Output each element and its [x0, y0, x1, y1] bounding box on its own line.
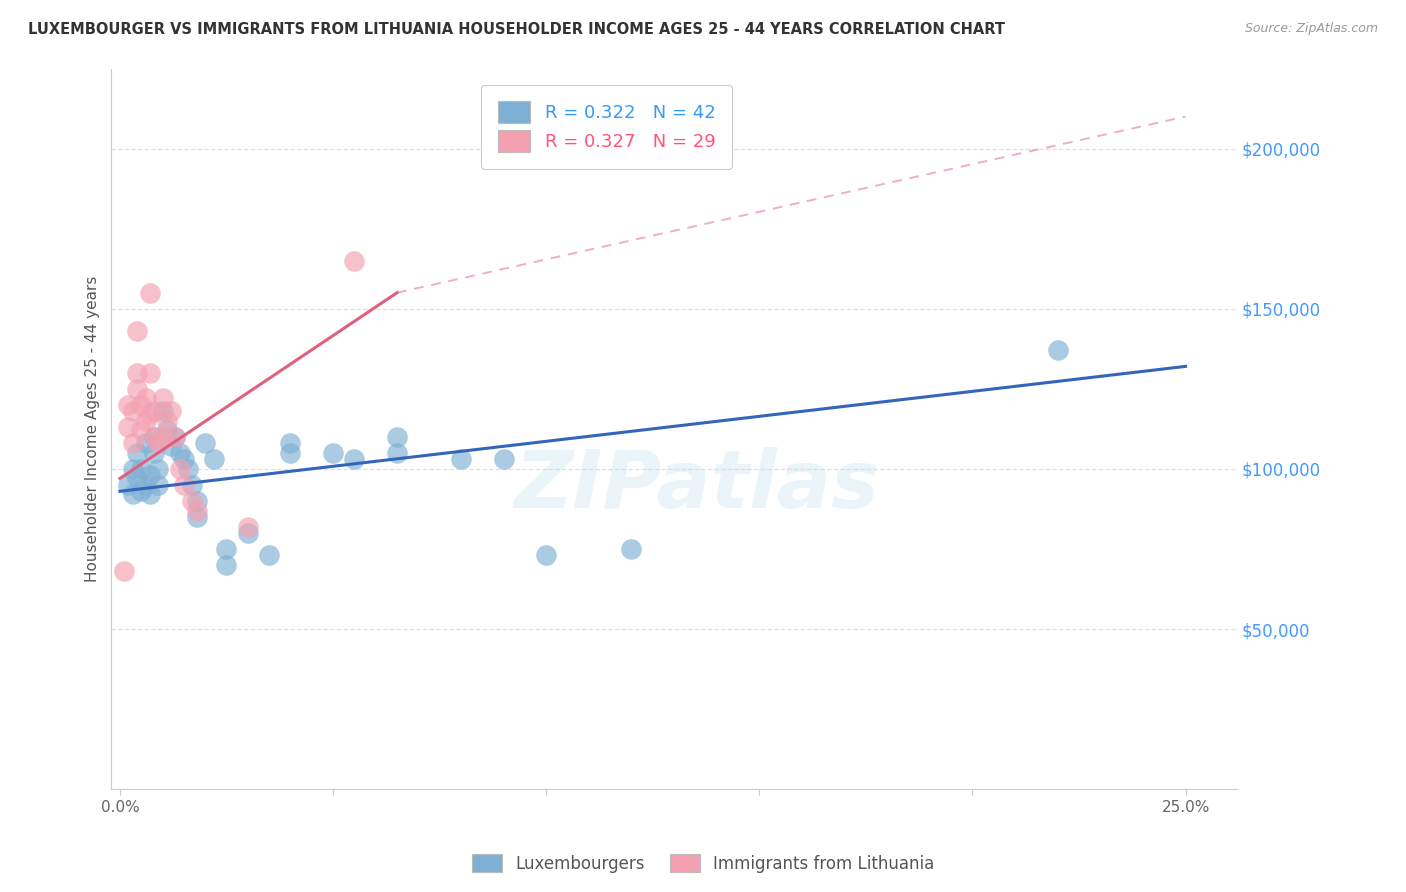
- Text: LUXEMBOURGER VS IMMIGRANTS FROM LITHUANIA HOUSEHOLDER INCOME AGES 25 - 44 YEARS : LUXEMBOURGER VS IMMIGRANTS FROM LITHUANI…: [28, 22, 1005, 37]
- Point: [169, 446, 191, 460]
- Y-axis label: Householder Income Ages 25 - 44 years: Householder Income Ages 25 - 44 years: [86, 276, 100, 582]
- Point: [121, 462, 143, 476]
- Point: [125, 471, 148, 485]
- Point: [125, 382, 148, 396]
- Point: [152, 404, 174, 418]
- Point: [156, 424, 179, 438]
- Point: [152, 392, 174, 406]
- Point: [181, 478, 204, 492]
- Point: [186, 494, 208, 508]
- Point: [139, 366, 162, 380]
- Point: [117, 398, 139, 412]
- Point: [202, 452, 225, 467]
- Point: [139, 408, 162, 422]
- Point: [143, 430, 166, 444]
- Point: [257, 549, 280, 563]
- Point: [125, 324, 148, 338]
- Point: [186, 503, 208, 517]
- Point: [385, 430, 408, 444]
- Point: [280, 436, 302, 450]
- Point: [181, 494, 204, 508]
- Point: [492, 452, 515, 467]
- Point: [117, 420, 139, 434]
- Text: ZIPatlas: ZIPatlas: [515, 448, 879, 525]
- Point: [121, 487, 143, 501]
- Point: [129, 462, 152, 476]
- Point: [343, 452, 366, 467]
- Point: [160, 404, 183, 418]
- Point: [139, 285, 162, 300]
- Point: [134, 478, 156, 492]
- Point: [173, 452, 195, 467]
- Point: [160, 440, 183, 454]
- Point: [194, 436, 217, 450]
- Point: [177, 462, 200, 476]
- Point: [148, 462, 170, 476]
- Point: [139, 487, 162, 501]
- Point: [121, 404, 143, 418]
- Point: [125, 366, 148, 380]
- Point: [143, 446, 166, 460]
- Point: [450, 452, 472, 467]
- Point: [620, 541, 643, 556]
- Point: [134, 436, 156, 450]
- Point: [322, 446, 344, 460]
- Point: [139, 468, 162, 483]
- Point: [134, 392, 156, 406]
- Legend: R = 0.322   N = 42, R = 0.327   N = 29: R = 0.322 N = 42, R = 0.327 N = 29: [481, 85, 731, 169]
- Point: [165, 430, 187, 444]
- Point: [165, 430, 187, 444]
- Point: [1046, 343, 1069, 358]
- Point: [343, 253, 366, 268]
- Point: [129, 398, 152, 412]
- Point: [121, 436, 143, 450]
- Point: [117, 478, 139, 492]
- Point: [152, 430, 174, 444]
- Legend: Luxembourgers, Immigrants from Lithuania: Luxembourgers, Immigrants from Lithuania: [465, 847, 941, 880]
- Point: [134, 414, 156, 428]
- Point: [112, 565, 135, 579]
- Point: [125, 446, 148, 460]
- Point: [215, 541, 238, 556]
- Point: [186, 509, 208, 524]
- Point: [148, 436, 170, 450]
- Point: [385, 446, 408, 460]
- Point: [156, 414, 179, 428]
- Point: [143, 404, 166, 418]
- Point: [215, 558, 238, 572]
- Point: [129, 484, 152, 499]
- Point: [169, 462, 191, 476]
- Text: Source: ZipAtlas.com: Source: ZipAtlas.com: [1244, 22, 1378, 36]
- Point: [148, 478, 170, 492]
- Point: [129, 424, 152, 438]
- Point: [534, 549, 557, 563]
- Point: [236, 519, 259, 533]
- Point: [280, 446, 302, 460]
- Point: [173, 478, 195, 492]
- Point: [143, 430, 166, 444]
- Point: [236, 525, 259, 540]
